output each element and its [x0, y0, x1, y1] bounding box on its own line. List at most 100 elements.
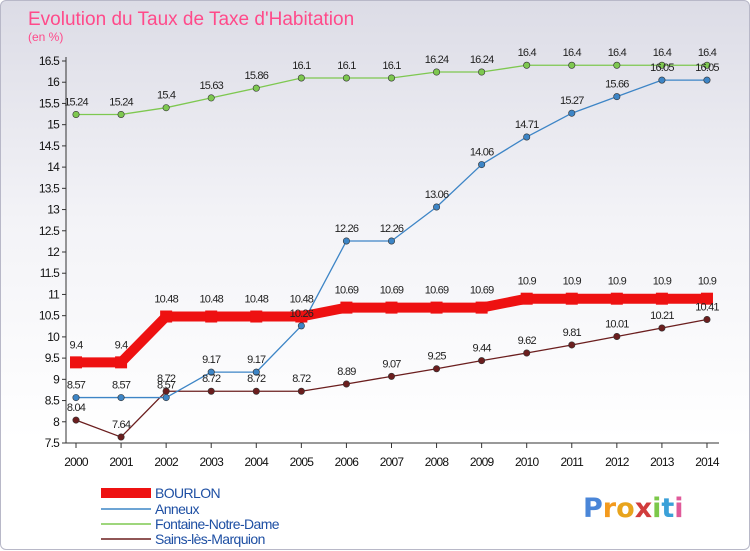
data-point	[613, 93, 621, 101]
data-label: 10.69	[335, 285, 359, 297]
x-tick-label: 2010	[515, 455, 540, 469]
data-label: 7.64	[112, 419, 131, 431]
y-tick-label: 15.5	[39, 96, 60, 110]
data-point	[475, 301, 488, 314]
data-label: 10.26	[290, 308, 314, 320]
data-point	[703, 76, 711, 84]
data-label: 10.9	[518, 276, 537, 288]
y-tick-label: 11	[48, 287, 60, 301]
data-point	[613, 332, 621, 340]
legend-label: Sains-lès-Marquion	[155, 531, 265, 547]
data-label: 15.27	[560, 95, 584, 107]
data-label: 10.69	[425, 285, 449, 297]
y-tick-label: 8	[53, 415, 60, 429]
data-point	[117, 433, 125, 441]
data-point	[207, 387, 215, 395]
x-tick-label: 2002	[154, 455, 179, 469]
y-tick-label: 9.5	[45, 351, 60, 365]
data-point	[252, 387, 260, 395]
data-label: 8.72	[292, 373, 311, 385]
data-label: 8.72	[157, 373, 176, 385]
data-point	[115, 356, 128, 369]
data-point	[342, 380, 350, 388]
data-point	[433, 203, 441, 211]
data-point	[297, 322, 305, 330]
data-label: 8.04	[67, 402, 86, 414]
data-point	[162, 104, 170, 112]
data-point	[252, 84, 260, 92]
data-label: 9.4	[70, 339, 84, 351]
data-point	[117, 394, 125, 402]
data-label: 15.63	[199, 80, 223, 92]
data-label: 8.57	[157, 380, 176, 392]
data-label: 16.1	[382, 60, 401, 72]
y-tick-label: 8.5	[45, 394, 60, 408]
proxiti-logo: Proxiti	[583, 493, 684, 524]
data-label: 8.57	[112, 380, 131, 392]
data-label: 9.07	[382, 358, 401, 370]
logo-wordmark: Proxiti	[583, 493, 684, 524]
y-tick-label: 13.5	[39, 181, 60, 195]
y-tick-label: 10	[47, 330, 60, 344]
x-tick-label: 2007	[380, 455, 405, 469]
y-tick-label: 12.5	[39, 224, 60, 238]
data-label: 9.17	[247, 354, 266, 366]
data-label: 16.4	[698, 47, 717, 59]
data-label: 16.4	[518, 47, 537, 59]
y-tick-label: 13	[47, 203, 60, 217]
data-point	[162, 394, 170, 402]
series-layer	[70, 61, 713, 441]
data-point	[610, 292, 623, 305]
data-point	[523, 349, 531, 357]
data-point	[340, 301, 353, 314]
data-point	[478, 68, 486, 76]
data-point	[658, 61, 666, 69]
legend-label: Fontaine-Notre-Dame	[155, 516, 280, 532]
y-tick-label: 10.5	[39, 309, 60, 323]
y-tick-label: 16	[47, 75, 60, 89]
data-point	[387, 372, 395, 380]
data-point	[568, 341, 576, 349]
data-point	[72, 110, 80, 118]
data-label: 16.05	[650, 62, 674, 74]
x-tick-label: 2003	[199, 455, 224, 469]
data-label: 10.9	[608, 276, 627, 288]
data-label: 15.24	[64, 96, 88, 108]
data-label: 10.9	[698, 276, 717, 288]
x-tick-label: 2013	[650, 455, 675, 469]
data-label: 10.69	[380, 285, 404, 297]
legend-label: Anneux	[155, 501, 199, 517]
x-tick-label: 2014	[695, 455, 720, 469]
y-tick-label: 12	[47, 245, 60, 259]
data-label: 10.01	[605, 318, 629, 330]
data-point	[568, 109, 576, 117]
data-label: 10.48	[199, 294, 223, 306]
data-point	[433, 68, 441, 76]
data-label: 16.1	[292, 60, 311, 72]
data-label: 13.06	[425, 189, 449, 201]
data-point	[297, 74, 305, 82]
legend-label: BOURLON	[155, 485, 220, 501]
legend: BOURLONAnneuxFontaine-Notre-DameSains-lè…	[101, 485, 280, 547]
data-point	[385, 301, 398, 314]
data-labels: 9.4 9.4 10.48 10.48 10.48 10.48 10.69 10.69 10.6…	[64, 47, 720, 431]
data-point	[252, 368, 260, 376]
data-point	[160, 310, 173, 323]
data-point	[250, 310, 263, 323]
data-label: 9.4	[115, 339, 129, 351]
data-label: 8.89	[337, 366, 356, 378]
data-point	[523, 61, 531, 69]
data-label: 8.72	[202, 373, 221, 385]
data-point	[703, 61, 711, 69]
data-label: 15.86	[245, 70, 269, 82]
data-label: 16.4	[653, 47, 672, 59]
data-point	[207, 368, 215, 376]
data-point	[72, 394, 80, 402]
data-label: 9.17	[202, 354, 221, 366]
data-label: 16.24	[470, 54, 494, 66]
data-point	[658, 324, 666, 332]
y-tick-label: 9	[53, 372, 60, 386]
data-point	[565, 292, 578, 305]
data-point	[70, 356, 82, 369]
x-tick-label: 2012	[605, 455, 630, 469]
